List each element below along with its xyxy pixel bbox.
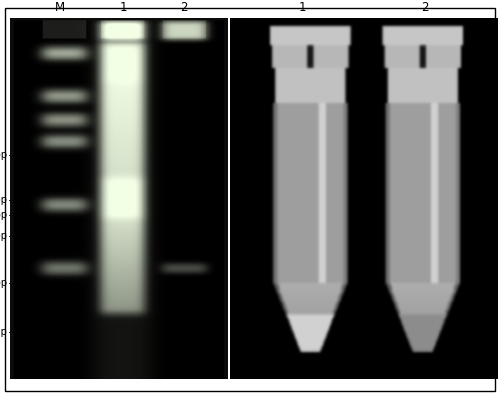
Text: 1: 1 (120, 1, 127, 14)
Text: a: a (216, 363, 224, 376)
Text: 2: 2 (422, 1, 429, 14)
Text: b: b (486, 363, 494, 376)
Text: 2: 2 (180, 1, 188, 14)
Text: 2000bp: 2000bp (0, 150, 8, 160)
Text: 750bp: 750bp (0, 210, 8, 220)
Text: 1000bp: 1000bp (0, 195, 8, 205)
Text: 1: 1 (298, 1, 306, 14)
Text: 500bp: 500bp (0, 231, 8, 241)
Text: 100bp: 100bp (0, 327, 8, 337)
Text: 250bp: 250bp (0, 278, 8, 288)
Text: M: M (55, 1, 65, 14)
